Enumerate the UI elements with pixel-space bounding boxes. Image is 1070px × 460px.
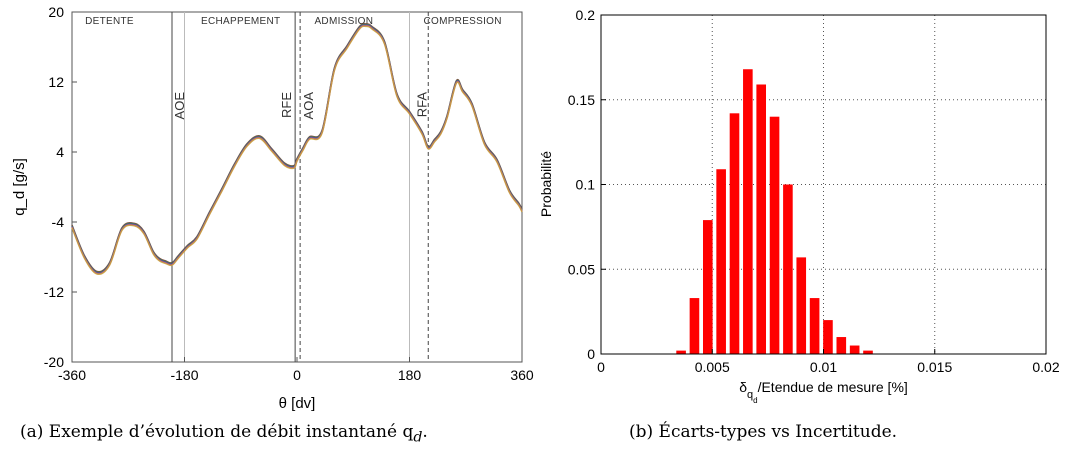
chart-a-x-axis-label: θ [dv] [279,395,316,412]
chart-a-y-tick-label: -20 [44,354,64,370]
chart-b-y-tick-label: 0.15 [568,92,595,108]
chart-a-x-tick-label: 360 [510,367,534,383]
chart-a-phase-label: DETENTE [85,16,134,27]
chart-a-phase-labels: DETENTE ECHAPPEMENT ADMISSION COMPRESSION [85,12,501,362]
chart-a-y-tick-label: -4 [52,214,65,230]
chart-a-event-label: RFE [279,92,294,118]
chart-b-y-tick-label: 0.1 [576,177,596,193]
chart-a-phase-label: COMPRESSION [423,16,501,27]
chart-b-bar [849,345,860,354]
chart-b-y-axis-label: Probabilité [538,151,554,217]
chart-b-y-tick-label: 0 [587,346,595,362]
chart-b: 0 0.005 0.01 0.015 0.02 0 0.05 0.1 0.15 0.2 δqd/… [538,7,1060,405]
chart-a-x-tick-label: -360 [58,367,86,383]
chart-b-bar [702,220,713,354]
chart-a-y-tick-label: 4 [56,144,64,160]
chart-a-y-axis-label: q_d [g/s] [11,158,28,216]
chart-a-plot-area [71,11,523,363]
chart-b-grid [601,15,1046,354]
chart-a-y-ticks: -20 -12 -4 4 12 20 [44,4,77,370]
chart-b-bar [809,298,820,354]
chart-b-x-tick-label: 0 [597,359,605,375]
chart-b-bar [769,116,780,354]
chart-b-y-tick-label: 0.2 [576,7,596,23]
chart-a-event-lines: AOE RFE AOA RFA [171,12,429,362]
chart-a-phase-label: ADMISSION [314,16,373,27]
chart-b-bar [716,169,726,354]
chart-a-series [71,22,523,276]
caption-a-end: . [422,422,428,442]
chart-b-bar [863,350,873,354]
chart-b-x-tick-label: 0.015 [917,359,952,375]
chart-a-x-tick-label: 180 [398,367,422,383]
chart-b-bar [729,113,740,354]
chart-a-series-line [71,25,523,276]
chart-a-event-label: AOE [172,92,187,120]
chart-b-bar [689,298,700,354]
chart-a: DETENTE ECHAPPEMENT ADMISSION COMPRESSION A… [11,4,534,412]
chart-b-x-axis-label-text: δqd/Etendue de mesure [%] [739,379,908,405]
chart-a-x-tick-label: -180 [170,367,198,383]
chart-b-y-tick-label: 0.05 [568,261,595,277]
chart-b-bars [676,69,873,355]
chart-b-bar [783,184,793,354]
chart-b-x-tick-label: 0.005 [695,359,730,375]
chart-b-bar [796,257,807,354]
chart-a-phase-label: ECHAPPEMENT [201,16,280,27]
chart-b-bar [676,350,686,354]
chart-b-y-ticks: 0 0.05 0.1 0.15 0.2 [568,7,606,362]
caption-a: (a) Exemple d’évolution de débit instant… [20,422,428,445]
chart-a-event-label: RFA [414,92,429,118]
chart-b-x-ticks: 0 0.005 0.01 0.015 0.02 [597,349,1060,375]
chart-a-y-tick-label: -12 [44,284,64,300]
chart-a-event-label: AOA [301,92,316,120]
caption-a-subscript: d [413,429,423,446]
chart-a-y-tick-label: 20 [48,4,64,20]
chart-b-bar [836,337,847,354]
chart-b-x-tick-label: 0.01 [810,359,837,375]
chart-a-x-tick-label: 0 [293,367,301,383]
chart-a-y-tick-label: 12 [48,74,64,90]
caption-b: (b) Écarts-types vs Incertitude. [629,422,898,442]
chart-b-bar [756,84,767,355]
chart-b-bar [823,320,833,354]
chart-b-bar [743,69,753,355]
caption-a-text: (a) Exemple d’évolution de débit instant… [20,422,414,442]
chart-b-x-tick-label: 0.02 [1032,359,1059,375]
chart-b-x-axis-label: δqd/Etendue de mesure [%] [739,379,908,405]
chart-a-x-ticks: -360 -180 0 180 360 [58,357,534,383]
